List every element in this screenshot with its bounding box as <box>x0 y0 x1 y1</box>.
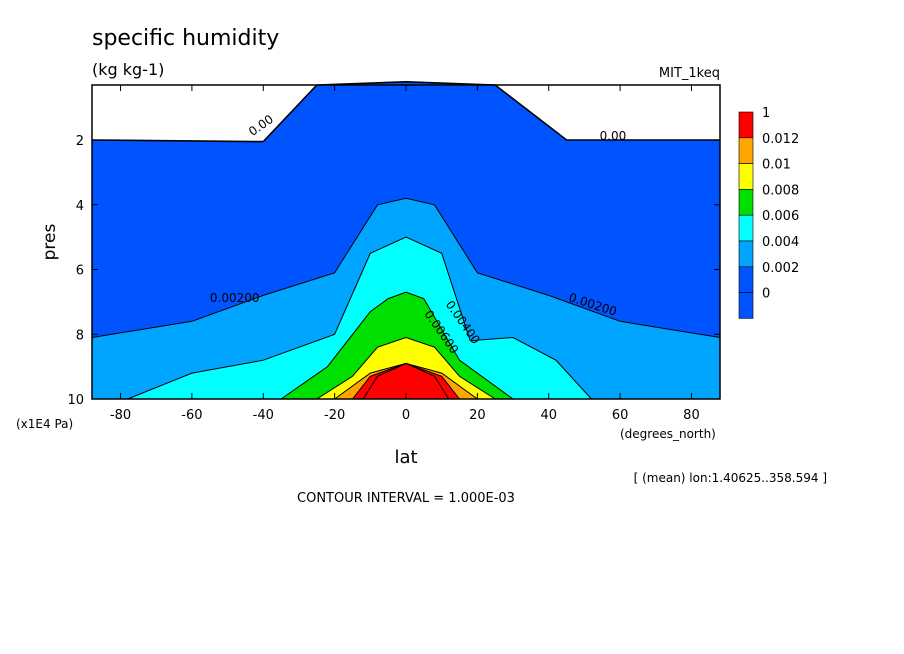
legend-swatch <box>738 137 754 164</box>
legend-label: 0.002 <box>762 261 799 276</box>
y-tick-label: 2 <box>76 134 84 149</box>
legend-label: 0 <box>762 287 770 302</box>
x-axis-label: lat <box>394 447 417 468</box>
contour-line-q2 <box>91 197 721 338</box>
x-tick-label: 80 <box>683 408 700 423</box>
y-tick-label: 8 <box>76 328 84 343</box>
x-tick-label: -40 <box>253 408 274 423</box>
contour-line-q6 <box>280 291 514 400</box>
x-tick-label: 0 <box>402 408 410 423</box>
legend-label: 0.008 <box>762 183 799 198</box>
legend-swatch <box>738 189 754 216</box>
x-tick-label: -60 <box>181 408 202 423</box>
x-unit-label: (degrees_north) <box>620 427 716 441</box>
x-tick-label: 40 <box>540 408 557 423</box>
x-axis-ticks: -80 -60 -40 -20 0 20 40 60 80 <box>110 85 700 423</box>
legend-swatch <box>738 266 754 293</box>
legend-label: 0.01 <box>762 158 791 173</box>
x-tick-label: -20 <box>324 408 345 423</box>
legend-label: 0.006 <box>762 209 799 224</box>
y-tick-label: 4 <box>76 199 84 214</box>
y-unit-label: (x1E4 Pa) <box>16 417 73 431</box>
legend-label: 0.004 <box>762 235 799 250</box>
contour-label: 0.00200 <box>210 291 260 305</box>
contour-fills <box>92 81 720 400</box>
contour-line-q4 <box>127 236 592 400</box>
fill-region-0.004 <box>127 237 592 399</box>
contour-label: 0.00 <box>600 129 627 143</box>
y-tick-label: 10 <box>67 393 84 408</box>
contour-line-q_max <box>362 362 450 400</box>
contour-interval-text: CONTOUR INTERVAL = 1.000E-03 <box>297 491 515 506</box>
mean-note: [ (mean) lon:1.40625..358.594 ] <box>634 471 827 485</box>
dataset-label: MIT_1keq <box>659 66 720 81</box>
legend-label: 0.012 <box>762 132 799 147</box>
contour-lines <box>91 80 721 400</box>
legend-label: 1 <box>762 106 770 121</box>
y-axis-ticks: 2 4 6 8 10 <box>67 134 720 408</box>
legend-swatch <box>738 240 754 268</box>
legend-swatch <box>738 292 754 319</box>
contour-line-q0 <box>91 80 720 143</box>
x-tick-label: 60 <box>612 408 629 423</box>
x-tick-label: 20 <box>469 408 486 423</box>
contour-line-q8 <box>316 336 496 400</box>
y-axis-label: pres <box>40 224 60 261</box>
x-tick-label: -80 <box>110 408 131 423</box>
chart-units: (kg kg-1) <box>92 60 164 79</box>
legend-swatch <box>738 111 754 139</box>
fill-region-0.012 <box>352 363 460 399</box>
legend-swatch <box>738 163 754 190</box>
legend-swatch <box>738 214 754 242</box>
y-tick-label: 6 <box>76 264 84 279</box>
color-legend: 1 0.012 0.01 0.008 0.006 0.004 0.002 0 <box>738 106 799 319</box>
chart-title: specific humidity <box>92 26 279 51</box>
